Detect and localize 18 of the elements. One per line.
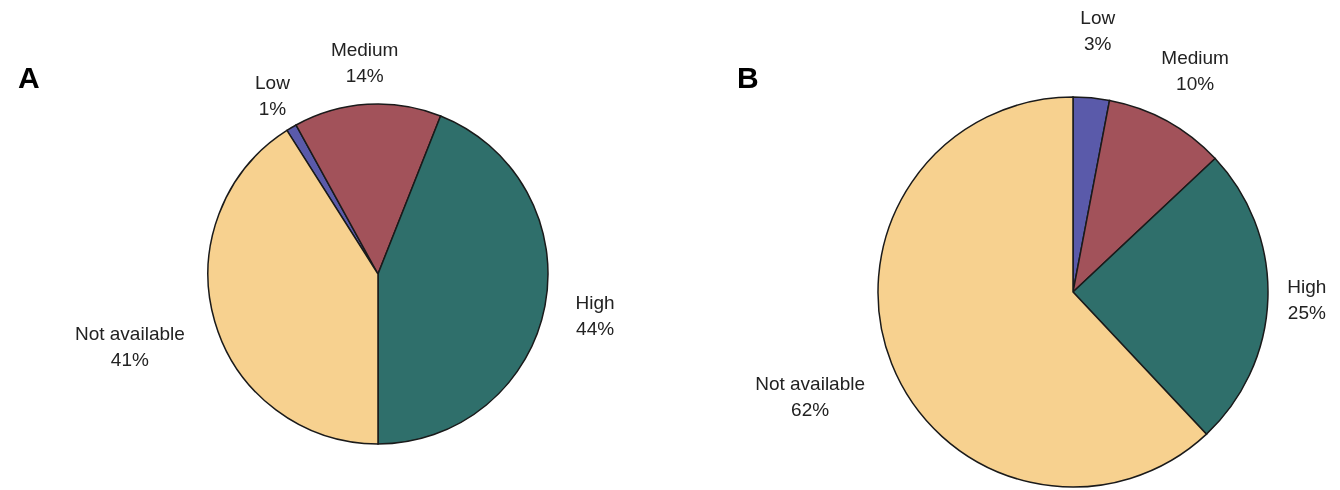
- data-label: 44%: [576, 318, 615, 340]
- data-label: 41%: [110, 349, 149, 371]
- slice-label: Medium: [1161, 46, 1229, 68]
- slice-label: Medium: [330, 38, 399, 60]
- text: B: [737, 61, 759, 94]
- data-label: 62%: [791, 399, 830, 421]
- data-label: 3%: [1084, 32, 1112, 54]
- slice-label: High: [1287, 276, 1327, 298]
- data-label: 1%: [258, 98, 287, 120]
- data-label: 25%: [1287, 302, 1326, 324]
- data-label: 10%: [1176, 72, 1215, 94]
- text: A: [18, 61, 40, 94]
- data-label: 14%: [345, 64, 384, 86]
- slice-label: High: [575, 292, 615, 314]
- slice-label: Not available: [74, 323, 185, 345]
- slice-label: Low: [1080, 6, 1116, 28]
- slice-label: Low: [255, 72, 291, 94]
- slice-label: Not available: [755, 373, 866, 395]
